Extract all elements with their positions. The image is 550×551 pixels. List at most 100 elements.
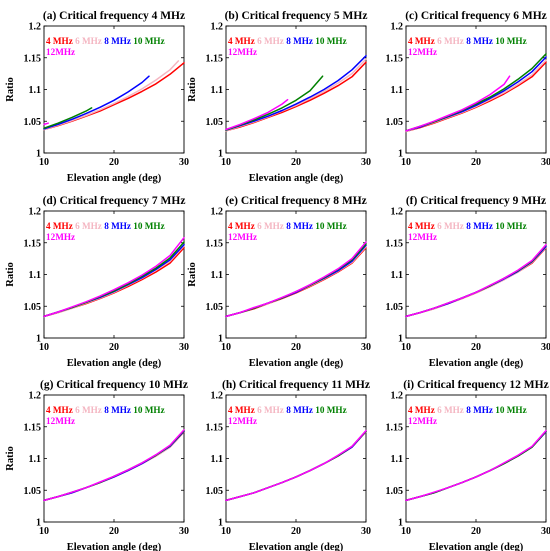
series-line-4mhz: [405, 431, 547, 502]
x-tick-label: 20: [471, 342, 481, 353]
y-tick-label: 1.2: [391, 22, 404, 33]
legend: 4 MHz 6 MHz 8 MHz 10 MHz: [46, 405, 165, 415]
chart-panel-4: (d) Critical frequency 7 MHz 1 1.05 1.1 1.15…: [5, 195, 189, 369]
legend-entry: 6 MHz: [255, 221, 284, 231]
y-tick-label: 1.1: [211, 270, 224, 281]
legend-entry: 8 MHz: [464, 405, 493, 415]
chart-panel-5: (e) Critical frequency 8 MHz 1 1.05 1.1 1.15…: [187, 195, 371, 369]
legend-entry: 12MHz: [228, 232, 257, 242]
y-tick-label: 1.05: [24, 302, 42, 313]
legend-entry: 4 MHz: [408, 405, 435, 415]
y-tick-label: 1: [398, 149, 403, 160]
series-line-4mhz: [43, 431, 185, 502]
x-tick-label: 10: [401, 157, 411, 168]
series-line-10mhz: [225, 243, 367, 318]
legend: 4 MHz 6 MHz 8 MHz 10 MHz: [408, 221, 527, 231]
series-line-12mhz: [405, 429, 547, 502]
series-line-8mhz: [43, 75, 150, 130]
y-tick-label: 1.1: [391, 85, 404, 96]
legend-entry: 4 MHz: [46, 405, 73, 415]
y-tick-label: 1.2: [211, 207, 224, 218]
y-tick-label: 1.1: [29, 454, 42, 465]
legend-entry: 12MHz: [46, 416, 75, 426]
y-tick-label: 1.15: [386, 238, 404, 249]
legend-entry: 10 MHz: [131, 36, 165, 46]
x-tick-label: 10: [221, 342, 231, 353]
y-tick-label: 1: [398, 518, 403, 529]
x-tick-label: 30: [361, 526, 371, 537]
series-line-8mhz: [405, 245, 547, 318]
series-line-4mhz: [225, 247, 367, 318]
legend-entry: 10 MHz: [131, 221, 165, 231]
y-tick-label: 1.15: [206, 238, 224, 249]
y-tick-label: 1.05: [386, 302, 404, 313]
x-tick-label: 20: [291, 157, 301, 168]
legend-entry: 6 MHz: [435, 36, 464, 46]
y-tick-label: 1.2: [211, 22, 224, 33]
x-axis-label: Elevation angle (deg): [429, 542, 524, 551]
legend: 4 MHz 6 MHz 8 MHz 10 MHz: [228, 36, 347, 46]
x-axis-label: Elevation angle (deg): [249, 358, 344, 369]
series-line-6mhz: [405, 246, 547, 318]
x-tick-label: 30: [179, 526, 189, 537]
x-tick-label: 30: [361, 157, 371, 168]
chart-panel-9: (i) Critical frequency 12 MHz 1 1.05 1.1 1.1…: [386, 379, 550, 551]
y-tick-label: 1.2: [391, 391, 404, 402]
y-tick-label: 1: [218, 149, 223, 160]
series-line-6mhz: [43, 430, 185, 502]
x-tick-label: 30: [541, 526, 550, 537]
y-tick-label: 1.1: [391, 270, 404, 281]
legend: 4 MHz 6 MHz 8 MHz 10 MHz: [46, 36, 165, 46]
legend-entry: 10 MHz: [493, 36, 527, 46]
y-tick-label: 1.2: [29, 207, 42, 218]
legend-entry: 10 MHz: [131, 405, 165, 415]
legend-entry: 6 MHz: [73, 405, 102, 415]
y-axis-label: Ratio: [5, 262, 16, 287]
x-tick-label: 30: [179, 342, 189, 353]
y-tick-label: 1.05: [206, 302, 224, 313]
series-line-8mhz: [405, 431, 547, 502]
chart-title: (a) Critical frequency 4 MHz: [43, 10, 185, 22]
x-tick-label: 10: [39, 526, 49, 537]
x-tick-label: 20: [291, 526, 301, 537]
y-tick-label: 1.15: [24, 238, 42, 249]
legend-entry: 8 MHz: [102, 405, 131, 415]
legend-entry: 8 MHz: [464, 221, 493, 231]
series-line-10mhz: [225, 75, 324, 131]
x-tick-label: 10: [401, 342, 411, 353]
y-tick-label: 1.2: [29, 391, 42, 402]
legend-entry: 4 MHz: [228, 36, 255, 46]
y-tick-label: 1.15: [386, 53, 404, 64]
series-line-6mhz: [225, 431, 367, 502]
series-line-8mhz: [225, 55, 367, 131]
x-tick-label: 30: [541, 157, 550, 168]
y-tick-label: 1.15: [24, 53, 42, 64]
chart-title: (f) Critical frequency 9 MHz: [406, 195, 546, 207]
y-tick-label: 1: [36, 518, 41, 529]
legend-entry: 4 MHz: [228, 405, 255, 415]
x-axis-label: Elevation angle (deg): [249, 542, 344, 551]
legend-entry: 6 MHz: [255, 405, 284, 415]
series-line-10mhz: [225, 430, 367, 502]
chart-panel-2: (b) Critical frequency 5 MHz 1 1.05 1.1 1.15…: [187, 10, 371, 184]
series-line-12mhz: [43, 236, 185, 318]
legend-entry: 4 MHz: [46, 36, 73, 46]
x-tick-label: 20: [109, 157, 119, 168]
legend-entry: 10 MHz: [313, 405, 347, 415]
y-axis-label: Ratio: [187, 262, 198, 287]
x-tick-label: 30: [361, 342, 371, 353]
legend-entry: 10 MHz: [493, 221, 527, 231]
x-tick-label: 10: [401, 526, 411, 537]
legend-entry: 6 MHz: [435, 221, 464, 231]
x-tick-label: 20: [471, 526, 481, 537]
chart-title: (h) Critical frequency 11 MHz: [222, 379, 370, 391]
chart-panel-6: (f) Critical frequency 9 MHz 1 1.05 1.1 1.15…: [386, 195, 550, 369]
chart-panel-3: (c) Critical frequency 6 MHz 1 1.05 1.1 1.15…: [386, 10, 550, 168]
chart-title: (d) Critical frequency 7 MHz: [43, 195, 186, 207]
legend-entry: 6 MHz: [73, 36, 102, 46]
y-tick-label: 1.05: [386, 486, 404, 497]
series-line-12mhz: [225, 241, 367, 318]
x-axis-label: Elevation angle (deg): [67, 173, 162, 184]
series-line-4mhz: [405, 61, 547, 133]
y-axis-label: Ratio: [5, 77, 16, 102]
